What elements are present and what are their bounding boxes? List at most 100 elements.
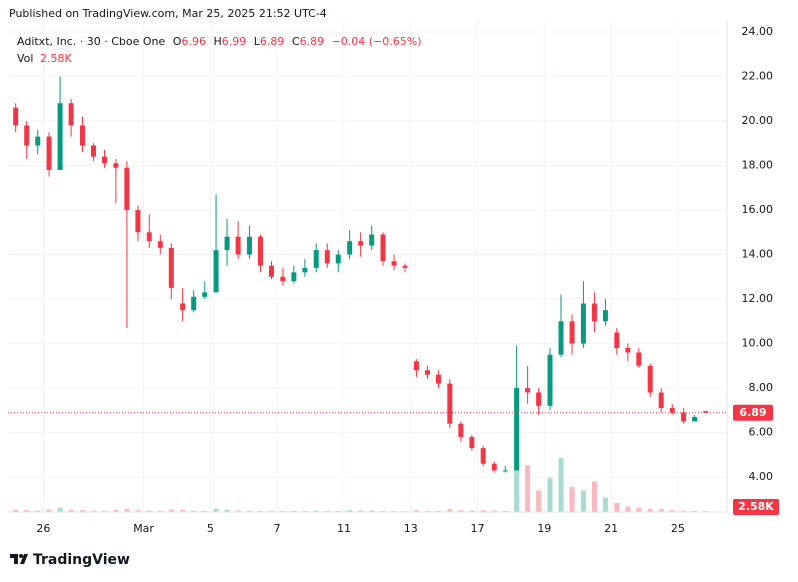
change-pct: (−0.65%) xyxy=(369,35,422,48)
x-tick-label: Mar xyxy=(133,522,154,535)
volume-bar xyxy=(79,510,85,512)
candle-body xyxy=(68,103,74,126)
x-tick-label: 11 xyxy=(337,522,351,535)
volume-bar xyxy=(268,510,274,512)
volume-bar xyxy=(68,509,74,512)
candle-body xyxy=(380,234,386,262)
candle-body xyxy=(647,365,653,393)
volume-bar xyxy=(291,510,297,512)
volume-bar xyxy=(502,510,508,512)
volume-badge xyxy=(733,499,779,515)
candle-body xyxy=(90,145,96,157)
volume-bar xyxy=(380,510,386,512)
last-price-badge xyxy=(733,404,773,421)
volume-bar xyxy=(591,481,597,512)
close-key: C xyxy=(292,35,300,48)
x-tick-label: 5 xyxy=(207,522,214,535)
candle-body xyxy=(347,241,353,255)
candle-body xyxy=(79,125,85,146)
volume-bar xyxy=(435,510,441,512)
volume-bar xyxy=(146,510,152,512)
candle-body xyxy=(458,423,464,438)
volume-bar xyxy=(257,510,263,512)
volume-bar xyxy=(46,509,52,512)
candle-body xyxy=(268,265,274,277)
x-tick-label: 25 xyxy=(671,522,685,535)
y-tick-label: 22.00 xyxy=(742,70,774,83)
volume-bar xyxy=(302,510,308,512)
volume-bar xyxy=(424,510,430,512)
candle-body xyxy=(402,265,408,268)
candle-body xyxy=(580,303,586,344)
candle-body xyxy=(246,236,252,255)
low-key: L xyxy=(254,35,261,48)
candle-body xyxy=(525,388,531,393)
volume-bar xyxy=(658,509,664,512)
candle-body xyxy=(191,296,197,311)
candle-body xyxy=(280,276,286,282)
candle-body xyxy=(569,321,575,344)
volume-bar xyxy=(358,510,364,512)
volume-bar xyxy=(157,510,163,512)
candle-body xyxy=(235,236,241,255)
volume-bar xyxy=(514,436,520,512)
candle-body xyxy=(547,354,553,406)
symbol: Aditxt, Inc. · 30 · Cboe One xyxy=(17,35,166,48)
candle-body xyxy=(324,250,330,264)
candle-body xyxy=(391,261,397,266)
candle-body xyxy=(46,136,52,170)
change: −0.04 xyxy=(332,35,366,48)
candle-body xyxy=(435,374,441,384)
candle-body xyxy=(447,383,453,424)
volume-bar xyxy=(246,510,252,512)
volume-key: Vol xyxy=(17,52,33,65)
candle-body xyxy=(424,370,430,375)
volume-bar xyxy=(391,510,397,512)
volume-bar xyxy=(124,508,130,512)
candle-body xyxy=(669,408,675,413)
candle-body xyxy=(124,167,130,211)
volume-bar xyxy=(681,510,687,512)
volume-bar xyxy=(413,510,419,512)
candle-body xyxy=(636,352,642,366)
candle-body xyxy=(602,310,608,322)
volume-bar xyxy=(213,508,219,512)
volume-bar xyxy=(135,510,141,512)
y-tick-label: 12.00 xyxy=(742,292,774,305)
y-tick-label: 24.00 xyxy=(742,25,774,38)
volume-bar xyxy=(614,503,620,512)
low-value: 6.89 xyxy=(260,35,285,48)
logo xyxy=(10,554,28,564)
volume-bar xyxy=(480,510,486,512)
candle-body xyxy=(57,103,63,170)
volume-bar xyxy=(180,509,186,512)
candle-body xyxy=(491,463,497,471)
volume-bar xyxy=(57,507,63,512)
x-tick-label: 26 xyxy=(36,522,50,535)
volume-bar xyxy=(669,510,675,512)
axes: 4.00 6.00 8.00 10.00 12.00 14.00 16.00 18.00 20.… xyxy=(36,25,779,535)
candle-body xyxy=(681,412,687,422)
volume-pane xyxy=(13,436,709,512)
y-tick-label: 14.00 xyxy=(742,248,774,261)
candle-body xyxy=(692,416,698,422)
volume-legend: Vol 2.58K xyxy=(17,52,72,65)
publish-line: Published on TradingView.com, Mar 25, 20… xyxy=(9,7,327,20)
candle-body xyxy=(180,303,186,311)
x-tick-label: 7 xyxy=(274,522,281,535)
y-tick-label: 20.00 xyxy=(742,114,774,127)
candle-body xyxy=(113,163,119,168)
candle-body xyxy=(480,448,486,464)
volume-bar xyxy=(558,458,564,512)
x-tick-label: 21 xyxy=(604,522,618,535)
candle-body xyxy=(536,392,542,406)
x-tick-label: 13 xyxy=(404,522,418,535)
volume-bar xyxy=(280,510,286,512)
candle-body xyxy=(224,236,230,251)
x-tick-label: 19 xyxy=(537,522,551,535)
volume-bar xyxy=(625,506,631,512)
candle-body xyxy=(135,210,141,233)
brand: TradingView xyxy=(33,552,130,568)
